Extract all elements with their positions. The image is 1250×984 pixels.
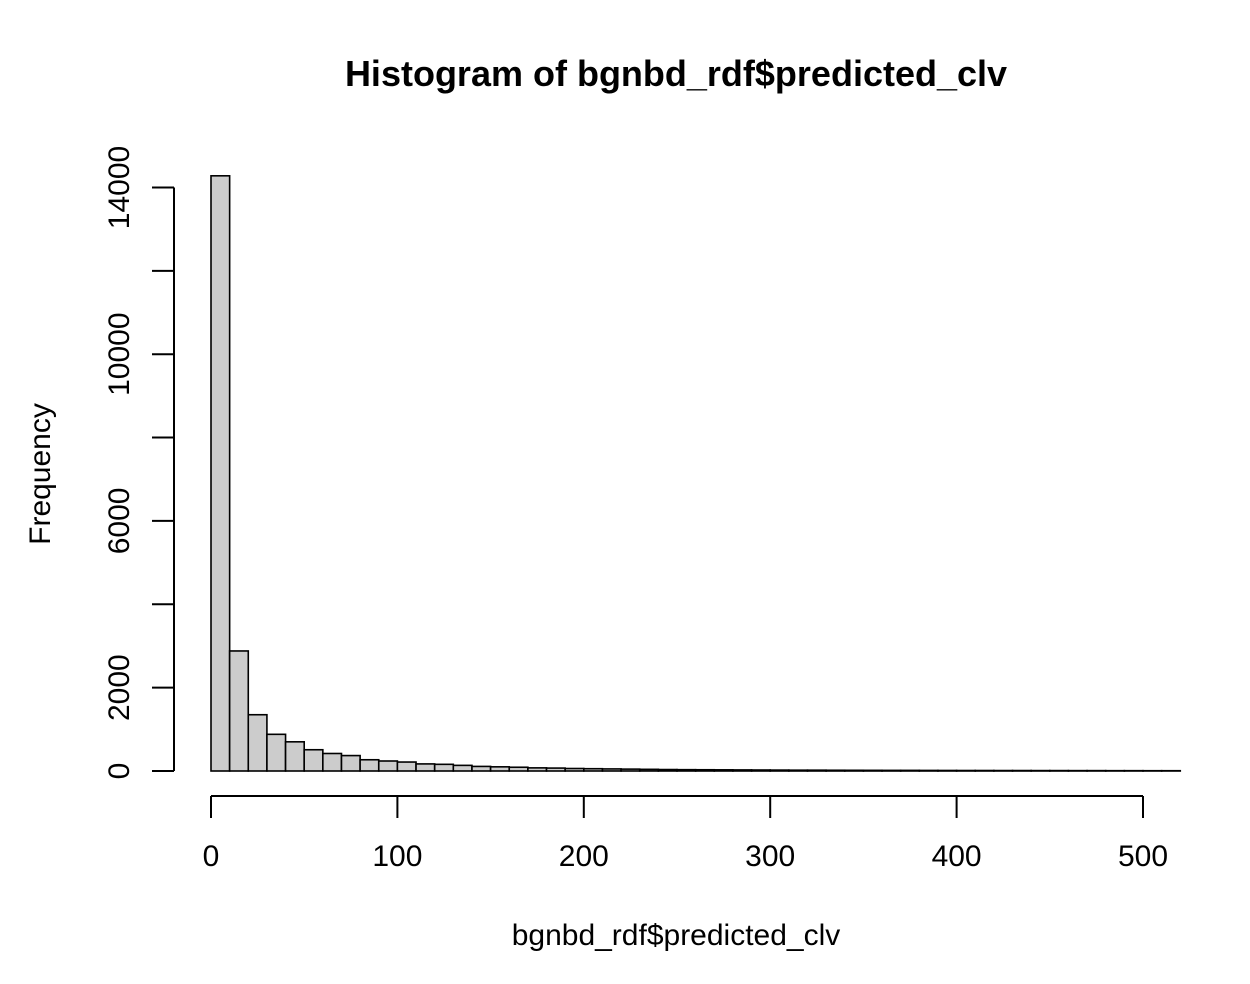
histogram-bar — [433, 763, 455, 772]
histogram-bar — [843, 769, 865, 772]
histogram-bar — [564, 767, 585, 772]
histogram-bar — [247, 713, 268, 772]
x-tick-label: 100 — [372, 840, 422, 873]
y-tick-label: 14000 — [103, 146, 136, 229]
histogram-bar — [713, 769, 734, 772]
histogram-bar — [788, 769, 809, 772]
histogram-bar — [620, 768, 641, 772]
histogram-bar — [508, 766, 529, 772]
histogram-bar — [955, 769, 977, 772]
x-tick-label: 300 — [745, 840, 795, 873]
histogram-bar — [676, 768, 697, 772]
bars-group — [210, 175, 1182, 772]
histogram-bar — [545, 767, 566, 772]
x-axis: 0 100 200 300 400 500 — [203, 795, 1168, 873]
x-tick-label: 0 — [203, 840, 220, 873]
x-axis-label: bgnbd_rdf$predicted_clv — [512, 919, 841, 952]
x-tick-label: 200 — [559, 840, 609, 873]
x-tick-label: 500 — [1118, 840, 1168, 873]
histogram-bar — [527, 767, 548, 772]
histogram-bar — [415, 763, 436, 772]
histogram-bar — [359, 758, 380, 772]
histogram-bar — [452, 764, 473, 772]
histogram-bar — [210, 175, 231, 772]
histogram-bar — [601, 768, 622, 772]
histogram-bar — [638, 768, 660, 772]
histogram-bar — [750, 769, 771, 772]
histogram-bar — [228, 650, 250, 772]
histogram-bar — [862, 769, 883, 772]
histogram-bar — [322, 752, 343, 772]
y-tick-label: 2000 — [103, 654, 136, 721]
histogram-bar — [582, 767, 604, 772]
histogram-bar — [937, 769, 958, 772]
histogram-bar — [732, 769, 753, 772]
histogram-bar — [825, 769, 846, 772]
histogram-bar — [881, 769, 902, 772]
histogram-bar — [284, 741, 305, 772]
histogram-bar — [657, 768, 678, 772]
histogram-bar — [806, 769, 827, 772]
chart-title: Histogram of bgnbd_rdf$predicted_clv — [345, 53, 1007, 94]
y-tick-label: 0 — [103, 763, 136, 780]
histogram-bar — [769, 769, 790, 772]
y-axis-label: Frequency — [24, 403, 57, 545]
histogram-bar — [918, 769, 939, 772]
histogram-bar — [396, 761, 417, 772]
histogram-bar — [974, 769, 995, 772]
histogram-bar — [340, 754, 361, 772]
histogram-bar — [899, 769, 921, 772]
y-axis: 0 2000 6000 10000 14000 — [103, 146, 175, 780]
x-tick-label: 400 — [932, 840, 982, 873]
y-tick-label: 10000 — [103, 312, 136, 395]
histogram-bar — [303, 748, 324, 772]
histogram-bar — [489, 766, 511, 772]
y-tick-label: 6000 — [103, 488, 136, 555]
histogram-bar — [266, 733, 287, 772]
histogram-bar — [377, 760, 399, 772]
histogram-bar — [694, 768, 716, 772]
histogram-bar — [471, 765, 492, 772]
